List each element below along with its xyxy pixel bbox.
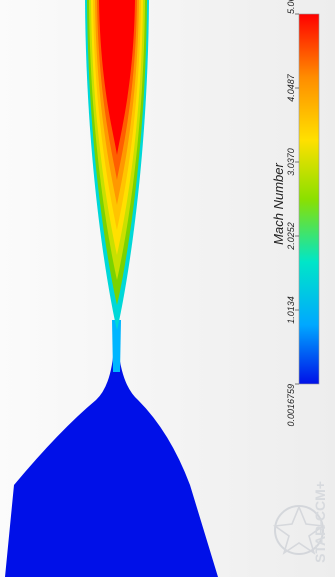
supersonic-contour-levels bbox=[85, 0, 149, 330]
colorbar-tick-label: 3.0370 bbox=[286, 148, 296, 176]
colorbar bbox=[299, 14, 319, 384]
subsonic-region bbox=[5, 345, 218, 577]
colorbar-ticks: 0.0016759 1.0134 2.0252 3.0370 4.0487 5.0605 bbox=[286, 0, 299, 427]
colorbar-tick-label: 2.0252 bbox=[286, 222, 296, 251]
star-ccm-logo: STAR-CCM+ bbox=[272, 481, 328, 563]
colorbar-tick-label: 1.0134 bbox=[286, 296, 296, 324]
throat-region bbox=[112, 320, 121, 372]
colorbar-tick-label: 5.0605 bbox=[286, 0, 296, 14]
colorbar-title: Mach Number bbox=[271, 163, 286, 245]
colorbar-tick-label: 0.0016759 bbox=[286, 384, 296, 427]
colorbar-frame bbox=[298, 13, 320, 385]
logo-text: STAR-CCM+ bbox=[312, 481, 328, 563]
contour-level-8 bbox=[99, 0, 135, 155]
logo-star-icon bbox=[272, 504, 326, 555]
colorbar-tick-label: 4.0487 bbox=[286, 73, 296, 102]
